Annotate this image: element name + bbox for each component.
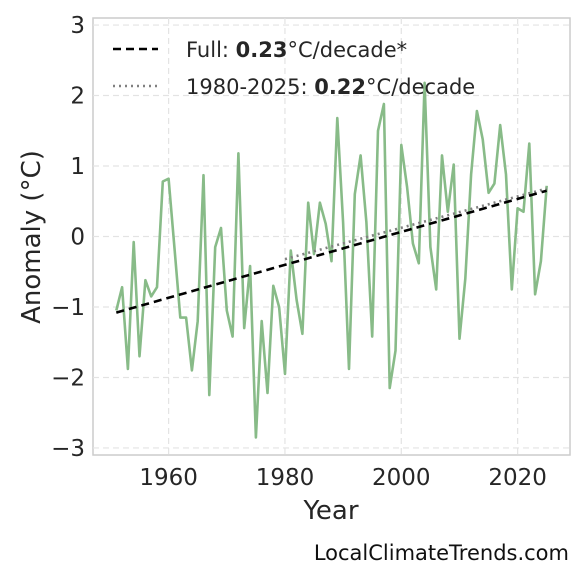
- y-tick-labels: −3 −2 −1 0 1 2 3: [51, 13, 85, 462]
- full-trend-line: [115, 189, 548, 314]
- legend-recent-trend-label: 1980-2025: 0.22°C/decade: [186, 75, 475, 99]
- y-tick-label: −1: [51, 295, 85, 321]
- y-tick-label: 1: [70, 154, 85, 180]
- grid: [93, 18, 570, 455]
- watermark: LocalClimateTrends.com: [314, 541, 569, 565]
- y-tick-label: 2: [70, 84, 85, 110]
- y-tick-label: 3: [70, 13, 85, 39]
- anomaly-series-line: [115, 81, 548, 439]
- legend-full-trend-label: Full: 0.23°C/decade*: [186, 38, 407, 62]
- x-tick-label: 1960: [139, 465, 198, 491]
- legend: Full: 0.23°C/decade* 1980-2025: 0.22°C/d…: [113, 38, 475, 99]
- plot-lines: [115, 81, 548, 439]
- x-tick-label: 2000: [372, 465, 431, 491]
- x-tick-label: 1980: [256, 465, 315, 491]
- x-axis-title: Year: [302, 496, 358, 526]
- y-axis-title: Anomaly (°C): [17, 150, 47, 324]
- x-tick-label: 2020: [488, 465, 547, 491]
- y-tick-label: −3: [51, 436, 85, 462]
- x-tick-labels: 1960 1980 2000 2020: [139, 465, 547, 491]
- y-tick-label: −2: [51, 365, 85, 391]
- y-tick-label: 0: [70, 225, 85, 251]
